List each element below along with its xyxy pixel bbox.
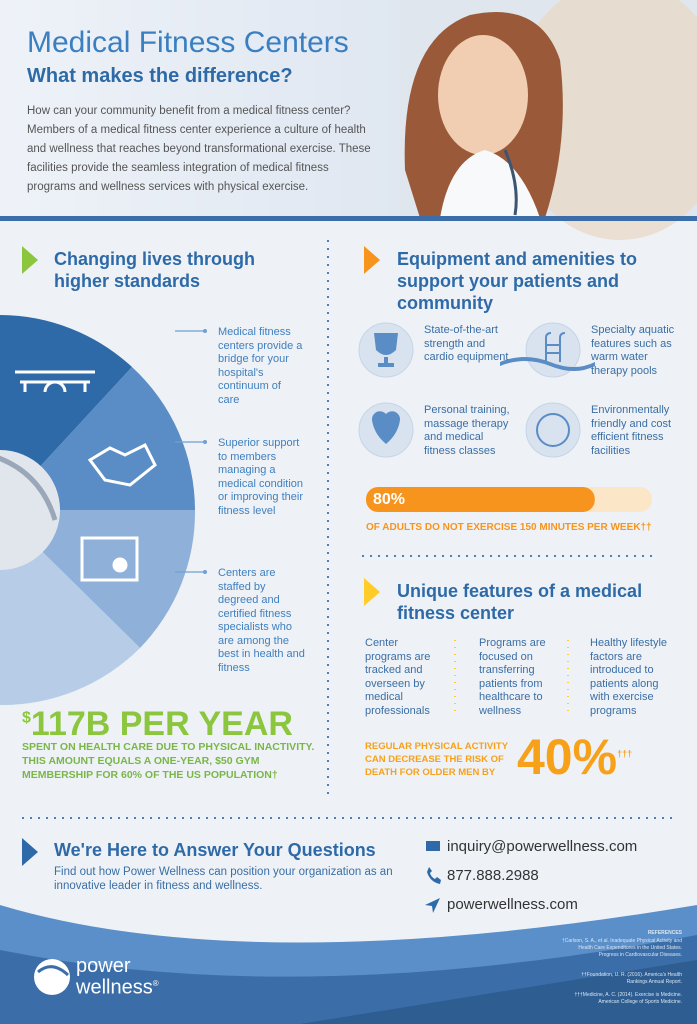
left-item: Centers are staffed by degreed and certi… — [218, 567, 305, 674]
reference: †Carlson, S. A., et al. Inadequate Physi… — [561, 938, 682, 958]
unique-item: Programs are focused on transferring pat… — [479, 637, 546, 717]
unique-heading: Unique features of a medical fitness cen… — [397, 581, 643, 623]
currency: $ — [22, 709, 31, 727]
left-heading: Changing lives through higher standards — [54, 249, 255, 291]
email[interactable]: inquiry@powerwellness.com — [447, 838, 638, 855]
activity-value: 40%††† — [517, 728, 632, 786]
progress-bar — [366, 487, 595, 512]
brand-line: power — [76, 955, 131, 977]
reference: †††Medicine, A. C. (2014). Exercise is M… — [574, 992, 682, 1005]
equipment-item: Environmentally friendly and cost effici… — [591, 404, 672, 457]
spending-headline: $117B PER YEAR — [22, 705, 293, 744]
unique-item: Healthy lifestyle factors are introduced… — [590, 637, 668, 717]
brand-mark: ® — [152, 979, 159, 988]
unique-item: Center programs are tracked and overseen… — [365, 637, 431, 717]
activity-percent: 40% — [517, 729, 618, 785]
reference: ††Foundation, U. R. (2016). America's He… — [581, 972, 682, 985]
phone[interactable]: 877.888.2988 — [447, 867, 539, 884]
spending-description: SPENT ON HEALTH CARE DUE TO PHYSICAL INA… — [22, 741, 315, 781]
title: Medical Fitness Centers — [27, 26, 349, 59]
left-item: Medical fitness centers provide a bridge… — [218, 326, 303, 406]
brand-line: wellness — [76, 976, 153, 999]
amount: 117B PER YEAR — [30, 705, 293, 743]
website[interactable]: powerwellness.com — [447, 896, 578, 913]
intro: How can your community benefit from a me… — [27, 105, 371, 193]
exercise-caption: OF ADULTS DO NOT EXERCISE 150 MINUTES PE… — [366, 522, 652, 533]
activity-caption: REGULAR PHYSICAL ACTIVITY CAN DECREASE T… — [365, 741, 508, 778]
left-item: Superior support to members managing a m… — [218, 437, 303, 517]
equipment-heading: Equipment and amenities to support your … — [397, 249, 638, 313]
subtitle: What makes the difference? — [27, 65, 293, 87]
equipment-item: State-of-the-art strength and cardio equ… — [424, 324, 509, 363]
equipment-item: Personal training, massage therapy and m… — [424, 404, 510, 457]
contact-heading: We're Here to Answer Your Questions — [54, 840, 376, 860]
brand-name: power wellness® — [76, 955, 159, 999]
footnote-mark: ††† — [617, 748, 633, 759]
references-heading: REFERENCES — [647, 930, 682, 936]
equipment-item: Specialty aquatic features such as warm … — [591, 324, 675, 377]
exercise-value: 80% — [373, 491, 406, 508]
contact-text: Find out how Power Wellness can position… — [54, 866, 393, 892]
